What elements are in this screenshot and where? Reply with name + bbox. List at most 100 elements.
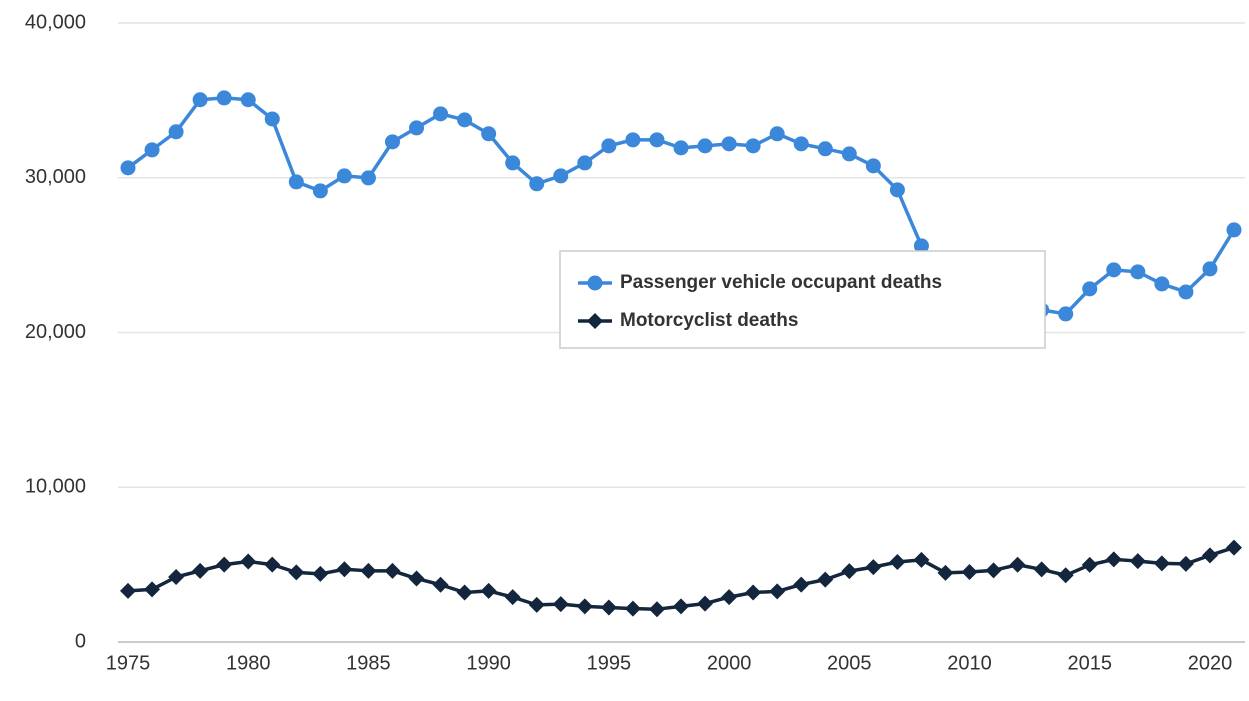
y-tick-label: 0 xyxy=(75,630,86,652)
legend-label: Passenger vehicle occupant deaths xyxy=(620,272,942,293)
point-marker xyxy=(625,132,641,148)
point-marker xyxy=(264,556,281,573)
point-marker xyxy=(457,112,473,128)
point-marker xyxy=(745,584,762,601)
point-marker xyxy=(384,562,401,579)
point-marker xyxy=(408,570,425,587)
point-marker xyxy=(240,92,256,108)
point-marker xyxy=(433,106,449,122)
point-marker xyxy=(601,138,617,154)
point-marker xyxy=(336,561,353,578)
y-tick-label: 40,000 xyxy=(25,11,86,33)
point-marker xyxy=(673,598,689,615)
point-marker xyxy=(817,571,834,588)
point-marker xyxy=(769,583,786,600)
point-marker xyxy=(192,562,209,579)
x-tick-label: 2005 xyxy=(827,652,872,674)
point-marker xyxy=(505,155,521,171)
point-marker xyxy=(913,238,929,254)
point-marker xyxy=(817,141,833,157)
x-tick-label: 1975 xyxy=(106,652,151,674)
point-marker xyxy=(216,90,232,106)
point-marker xyxy=(587,275,603,291)
point-marker xyxy=(576,598,593,615)
point-marker xyxy=(1130,264,1146,280)
point-marker xyxy=(480,582,497,599)
point-marker xyxy=(985,562,1002,579)
y-tick-label: 20,000 xyxy=(25,321,86,343)
point-marker xyxy=(288,174,304,190)
point-marker xyxy=(1106,262,1122,278)
point-marker xyxy=(504,589,521,606)
point-marker xyxy=(216,556,233,573)
point-marker xyxy=(697,138,713,154)
point-marker xyxy=(312,565,329,582)
point-marker xyxy=(769,126,785,142)
point-marker xyxy=(409,120,425,136)
x-tick-label: 2020 xyxy=(1188,652,1233,674)
point-marker xyxy=(240,553,257,570)
point-marker xyxy=(600,599,617,616)
point-marker xyxy=(384,134,400,150)
point-marker xyxy=(312,183,328,199)
point-marker xyxy=(721,589,738,606)
point-marker xyxy=(168,569,185,586)
x-tick-label: 1980 xyxy=(226,652,271,674)
point-marker xyxy=(1202,261,1218,277)
point-marker xyxy=(1057,567,1074,584)
point-marker xyxy=(649,132,665,148)
point-marker xyxy=(360,170,376,186)
point-marker xyxy=(937,564,954,581)
y-tick-label: 30,000 xyxy=(25,166,86,188)
point-marker xyxy=(697,595,714,612)
point-marker xyxy=(432,576,449,593)
point-marker xyxy=(1105,551,1122,568)
point-marker xyxy=(1009,556,1026,573)
x-tick-label: 1995 xyxy=(587,652,632,674)
legend-label: Motorcyclist deaths xyxy=(620,310,798,331)
point-marker xyxy=(1226,539,1242,556)
point-marker xyxy=(1177,555,1194,572)
point-marker xyxy=(144,142,160,158)
point-marker xyxy=(913,551,930,568)
point-marker xyxy=(552,596,569,613)
point-marker xyxy=(481,126,497,142)
x-tick-label: 2010 xyxy=(947,652,992,674)
point-marker xyxy=(587,313,603,329)
point-marker xyxy=(553,168,569,184)
point-marker xyxy=(865,158,881,174)
point-marker xyxy=(1082,281,1098,297)
point-marker xyxy=(1081,556,1098,573)
point-marker xyxy=(889,553,906,570)
point-marker xyxy=(865,559,882,576)
x-tick-label: 2015 xyxy=(1067,652,1112,674)
point-marker xyxy=(673,140,689,156)
point-marker xyxy=(1058,306,1074,322)
x-tick-label: 1990 xyxy=(466,652,511,674)
point-marker xyxy=(841,146,857,162)
point-marker xyxy=(120,582,136,599)
point-marker xyxy=(1154,276,1170,292)
point-marker xyxy=(1226,222,1242,238)
point-marker xyxy=(456,584,473,601)
point-marker xyxy=(961,564,978,581)
point-marker xyxy=(528,596,545,613)
legend-box xyxy=(559,250,1046,349)
point-marker xyxy=(793,576,810,593)
point-marker xyxy=(288,564,305,581)
point-marker xyxy=(264,111,280,127)
point-marker xyxy=(745,138,761,154)
point-marker xyxy=(144,581,161,598)
point-marker xyxy=(192,92,208,108)
point-marker xyxy=(360,562,377,579)
point-marker xyxy=(1201,547,1218,564)
point-marker xyxy=(1153,555,1170,572)
point-marker xyxy=(793,136,809,152)
point-marker xyxy=(841,563,858,580)
x-tick-label: 2000 xyxy=(707,652,752,674)
point-marker xyxy=(1178,284,1194,300)
x-tick-label: 1985 xyxy=(346,652,391,674)
point-marker xyxy=(168,124,184,140)
point-marker xyxy=(721,136,737,152)
